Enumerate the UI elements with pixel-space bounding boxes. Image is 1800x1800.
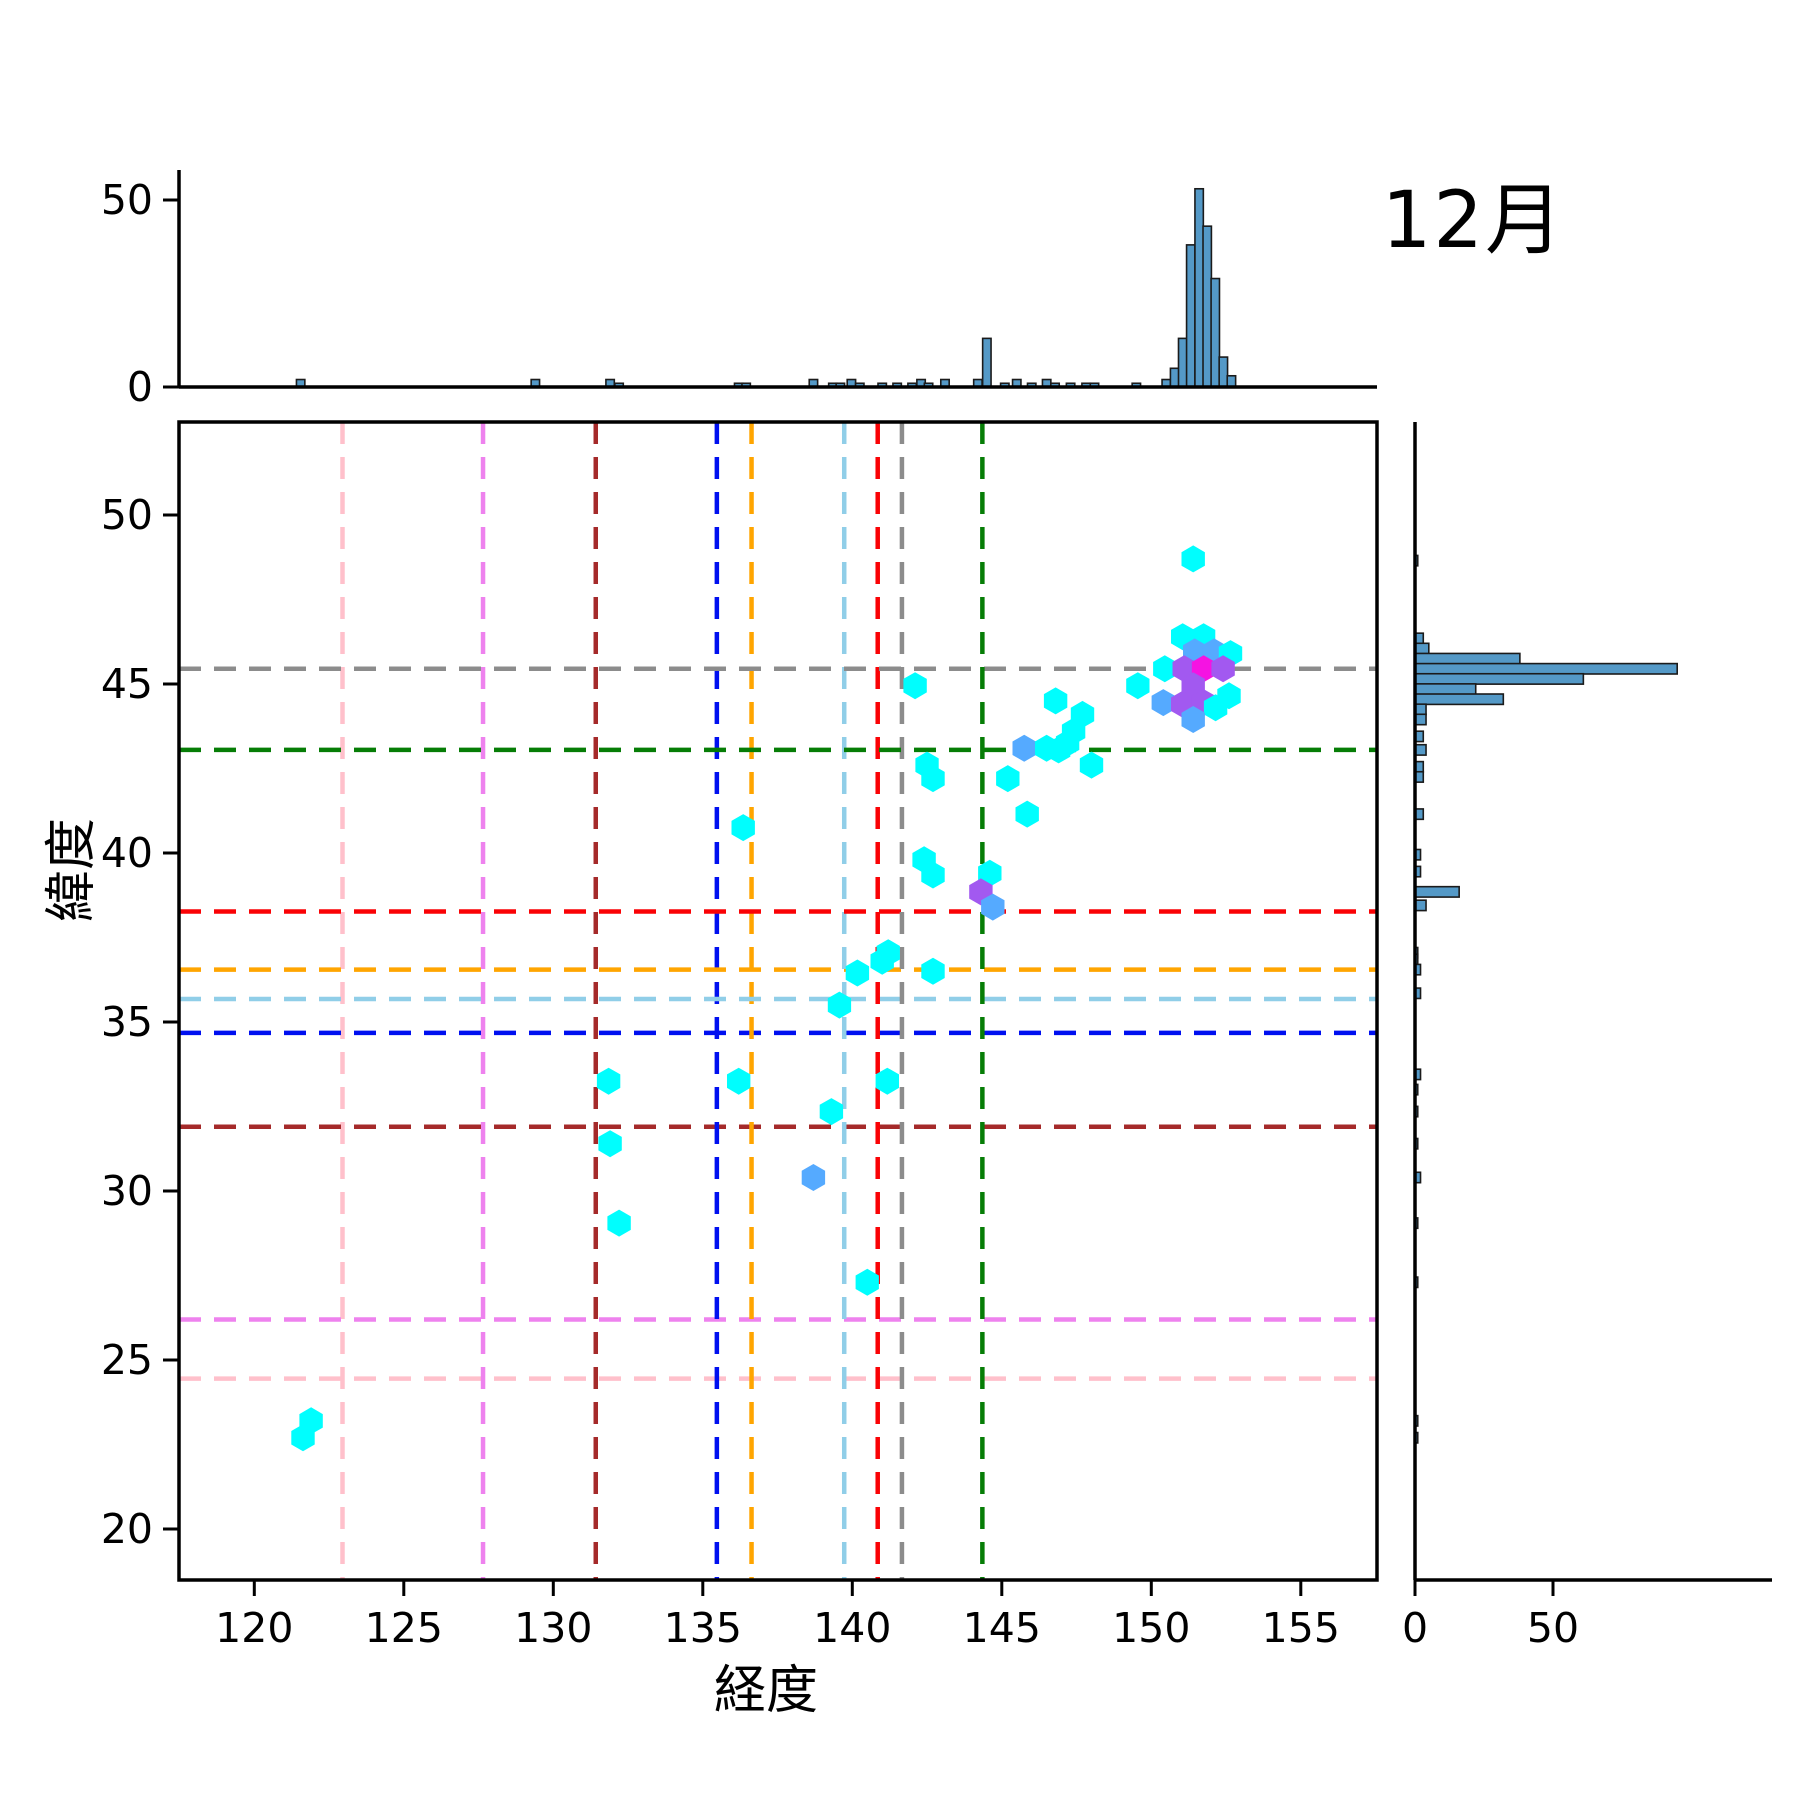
svg-text:40: 40	[101, 829, 153, 877]
svg-text:130: 130	[514, 1604, 592, 1652]
svg-text:125: 125	[365, 1604, 443, 1652]
svg-text:155: 155	[1262, 1604, 1340, 1652]
svg-text:0: 0	[1402, 1604, 1428, 1652]
svg-text:30: 30	[101, 1167, 153, 1215]
svg-text:25: 25	[101, 1336, 153, 1384]
top-marginal-histogram: 0 50	[101, 170, 1377, 411]
hexbin-points	[291, 545, 1243, 1452]
svg-text:120: 120	[215, 1604, 293, 1652]
svg-text:50: 50	[1527, 1604, 1579, 1652]
main-plot-axes: 120 125 130 135 140 145 150 155 20 25 30 35 40 45 50	[101, 420, 1379, 1652]
svg-text:50: 50	[101, 491, 153, 539]
right-marginal-histogram: 0 50	[1402, 422, 1772, 1652]
x-axis-label: 経度	[713, 1661, 818, 1721]
svg-text:145: 145	[963, 1604, 1041, 1652]
svg-text:140: 140	[813, 1604, 891, 1652]
y-axis-label: 緯度	[42, 818, 102, 923]
svg-text:150: 150	[1112, 1604, 1190, 1652]
chart-title: 12月	[1381, 176, 1565, 266]
reference-lines	[179, 422, 1377, 1580]
svg-text:0: 0	[127, 363, 153, 411]
svg-text:20: 20	[101, 1505, 153, 1553]
svg-text:45: 45	[101, 660, 153, 708]
svg-text:50: 50	[101, 176, 153, 224]
svg-text:135: 135	[664, 1604, 742, 1652]
svg-text:35: 35	[101, 998, 153, 1046]
